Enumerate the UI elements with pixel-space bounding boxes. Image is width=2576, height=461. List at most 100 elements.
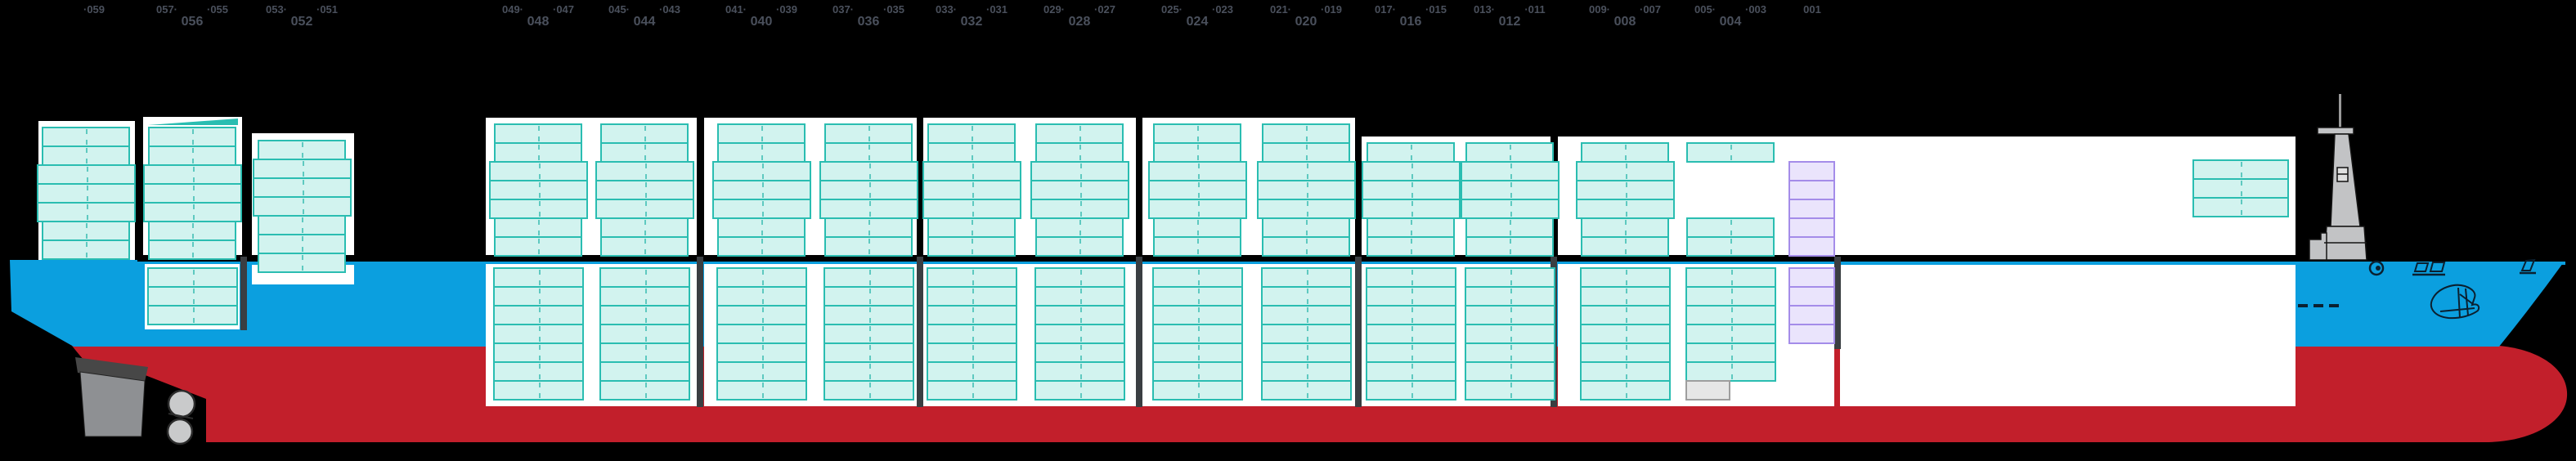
twenty-foot-divider xyxy=(538,145,540,160)
twenty-foot-divider xyxy=(1510,383,1512,398)
twenty-foot-divider xyxy=(1197,307,1200,323)
container-row xyxy=(1461,180,1560,200)
twenty-foot-divider xyxy=(1411,345,1413,360)
container-row xyxy=(600,142,689,163)
twenty-foot-divider xyxy=(644,289,647,304)
container-row xyxy=(824,236,913,257)
bay-label-even: 032 xyxy=(960,15,983,29)
twenty-foot-divider xyxy=(1079,270,1082,285)
bay-label-odd: 013· xyxy=(1473,3,1496,16)
twenty-foot-divider xyxy=(192,148,194,163)
hawse-anchor-icon xyxy=(2368,260,2385,276)
twenty-foot-divider xyxy=(1411,364,1413,379)
twenty-foot-divider xyxy=(761,270,764,285)
twenty-foot-divider xyxy=(1730,345,1733,360)
twenty-foot-divider xyxy=(538,307,541,323)
twenty-foot-divider xyxy=(192,204,195,220)
container-row xyxy=(1465,380,1555,401)
twenty-foot-divider xyxy=(868,326,871,342)
container-row xyxy=(147,305,238,325)
twenty-foot-divider xyxy=(1079,201,1082,217)
twenty-foot-divider xyxy=(644,182,647,198)
container-row xyxy=(712,180,811,200)
twenty-foot-divider xyxy=(1306,126,1308,141)
hold-bulkhead xyxy=(1355,257,1362,407)
twenty-foot-divider xyxy=(868,289,871,304)
twenty-foot-divider xyxy=(1510,145,1511,160)
twenty-foot-divider xyxy=(1730,326,1733,342)
container-row xyxy=(595,180,694,200)
bay-label-even: 012 xyxy=(1498,15,1521,29)
twenty-foot-divider xyxy=(1625,326,1627,342)
container-row xyxy=(1152,342,1243,363)
bay-label-odd: ·003 xyxy=(1744,3,1767,16)
twenty-foot-divider xyxy=(868,307,871,323)
twenty-foot-divider xyxy=(868,201,871,217)
twenty-foot-divider xyxy=(761,345,764,360)
hold-bulkhead xyxy=(917,257,923,407)
container-row xyxy=(258,215,346,235)
twenty-foot-divider xyxy=(1411,307,1413,323)
hold-bulkhead xyxy=(240,257,247,330)
twenty-foot-divider xyxy=(644,326,647,342)
container-row xyxy=(1261,380,1352,401)
twenty-foot-divider xyxy=(1079,220,1081,235)
twenty-foot-divider xyxy=(1306,201,1308,217)
container-row xyxy=(1685,305,1776,325)
twenty-foot-divider xyxy=(192,289,195,304)
bay-label-odd: 017· xyxy=(1374,3,1397,16)
twenty-foot-divider xyxy=(761,383,764,398)
twenty-foot-divider xyxy=(1306,345,1308,360)
twenty-foot-divider xyxy=(972,383,974,398)
twenty-foot-divider xyxy=(1079,289,1082,304)
twenty-foot-divider xyxy=(868,163,871,179)
container-row xyxy=(1257,199,1356,219)
twenty-foot-divider xyxy=(302,236,303,252)
twenty-foot-divider xyxy=(1306,239,1308,254)
twenty-foot-divider xyxy=(1306,145,1308,160)
draft-mark-dashes xyxy=(2298,304,2339,307)
bay-label-odd: ·031 xyxy=(985,3,1008,16)
twenty-foot-divider xyxy=(644,145,646,160)
container-row xyxy=(1788,324,1835,344)
twenty-foot-divider xyxy=(1510,307,1512,323)
container-row xyxy=(143,164,242,185)
twenty-foot-divider xyxy=(2241,181,2242,196)
container-row xyxy=(258,253,346,273)
container-row xyxy=(42,239,130,260)
twenty-foot-divider xyxy=(538,182,541,198)
twenty-foot-divider xyxy=(1625,270,1627,285)
twenty-foot-divider xyxy=(1510,239,1511,254)
container-row xyxy=(1580,380,1671,401)
twenty-foot-divider xyxy=(86,148,88,163)
container-row xyxy=(1152,380,1243,401)
twenty-foot-divider xyxy=(1625,182,1627,198)
twenty-foot-divider xyxy=(1411,289,1413,304)
twenty-foot-divider xyxy=(1625,201,1627,217)
twenty-foot-divider xyxy=(761,182,764,198)
twenty-foot-divider xyxy=(1197,201,1200,217)
twenty-foot-divider xyxy=(1411,182,1413,198)
twenty-foot-divider xyxy=(192,186,195,201)
twenty-foot-divider xyxy=(538,270,541,285)
bay-label-odd: 033· xyxy=(935,3,958,16)
twenty-foot-divider xyxy=(868,126,870,141)
container-row xyxy=(824,380,914,401)
twenty-foot-divider xyxy=(761,289,764,304)
container-row xyxy=(1788,217,1835,238)
twenty-foot-divider xyxy=(1730,364,1733,379)
twenty-foot-divider xyxy=(192,129,194,145)
twenty-foot-divider xyxy=(972,270,974,285)
bow-flag-icon xyxy=(2520,258,2536,275)
twenty-foot-divider xyxy=(1411,326,1413,342)
twenty-foot-divider xyxy=(1625,239,1627,254)
twenty-foot-divider xyxy=(538,163,541,179)
twenty-foot-divider xyxy=(1079,163,1082,179)
twenty-foot-divider xyxy=(1625,220,1627,235)
bay-label-even: 028 xyxy=(1068,15,1091,29)
twenty-foot-divider xyxy=(192,242,194,257)
container-row xyxy=(927,380,1017,401)
container-row xyxy=(1685,286,1776,307)
bay-label-even: 036 xyxy=(857,15,880,29)
twenty-foot-divider xyxy=(1730,270,1733,285)
